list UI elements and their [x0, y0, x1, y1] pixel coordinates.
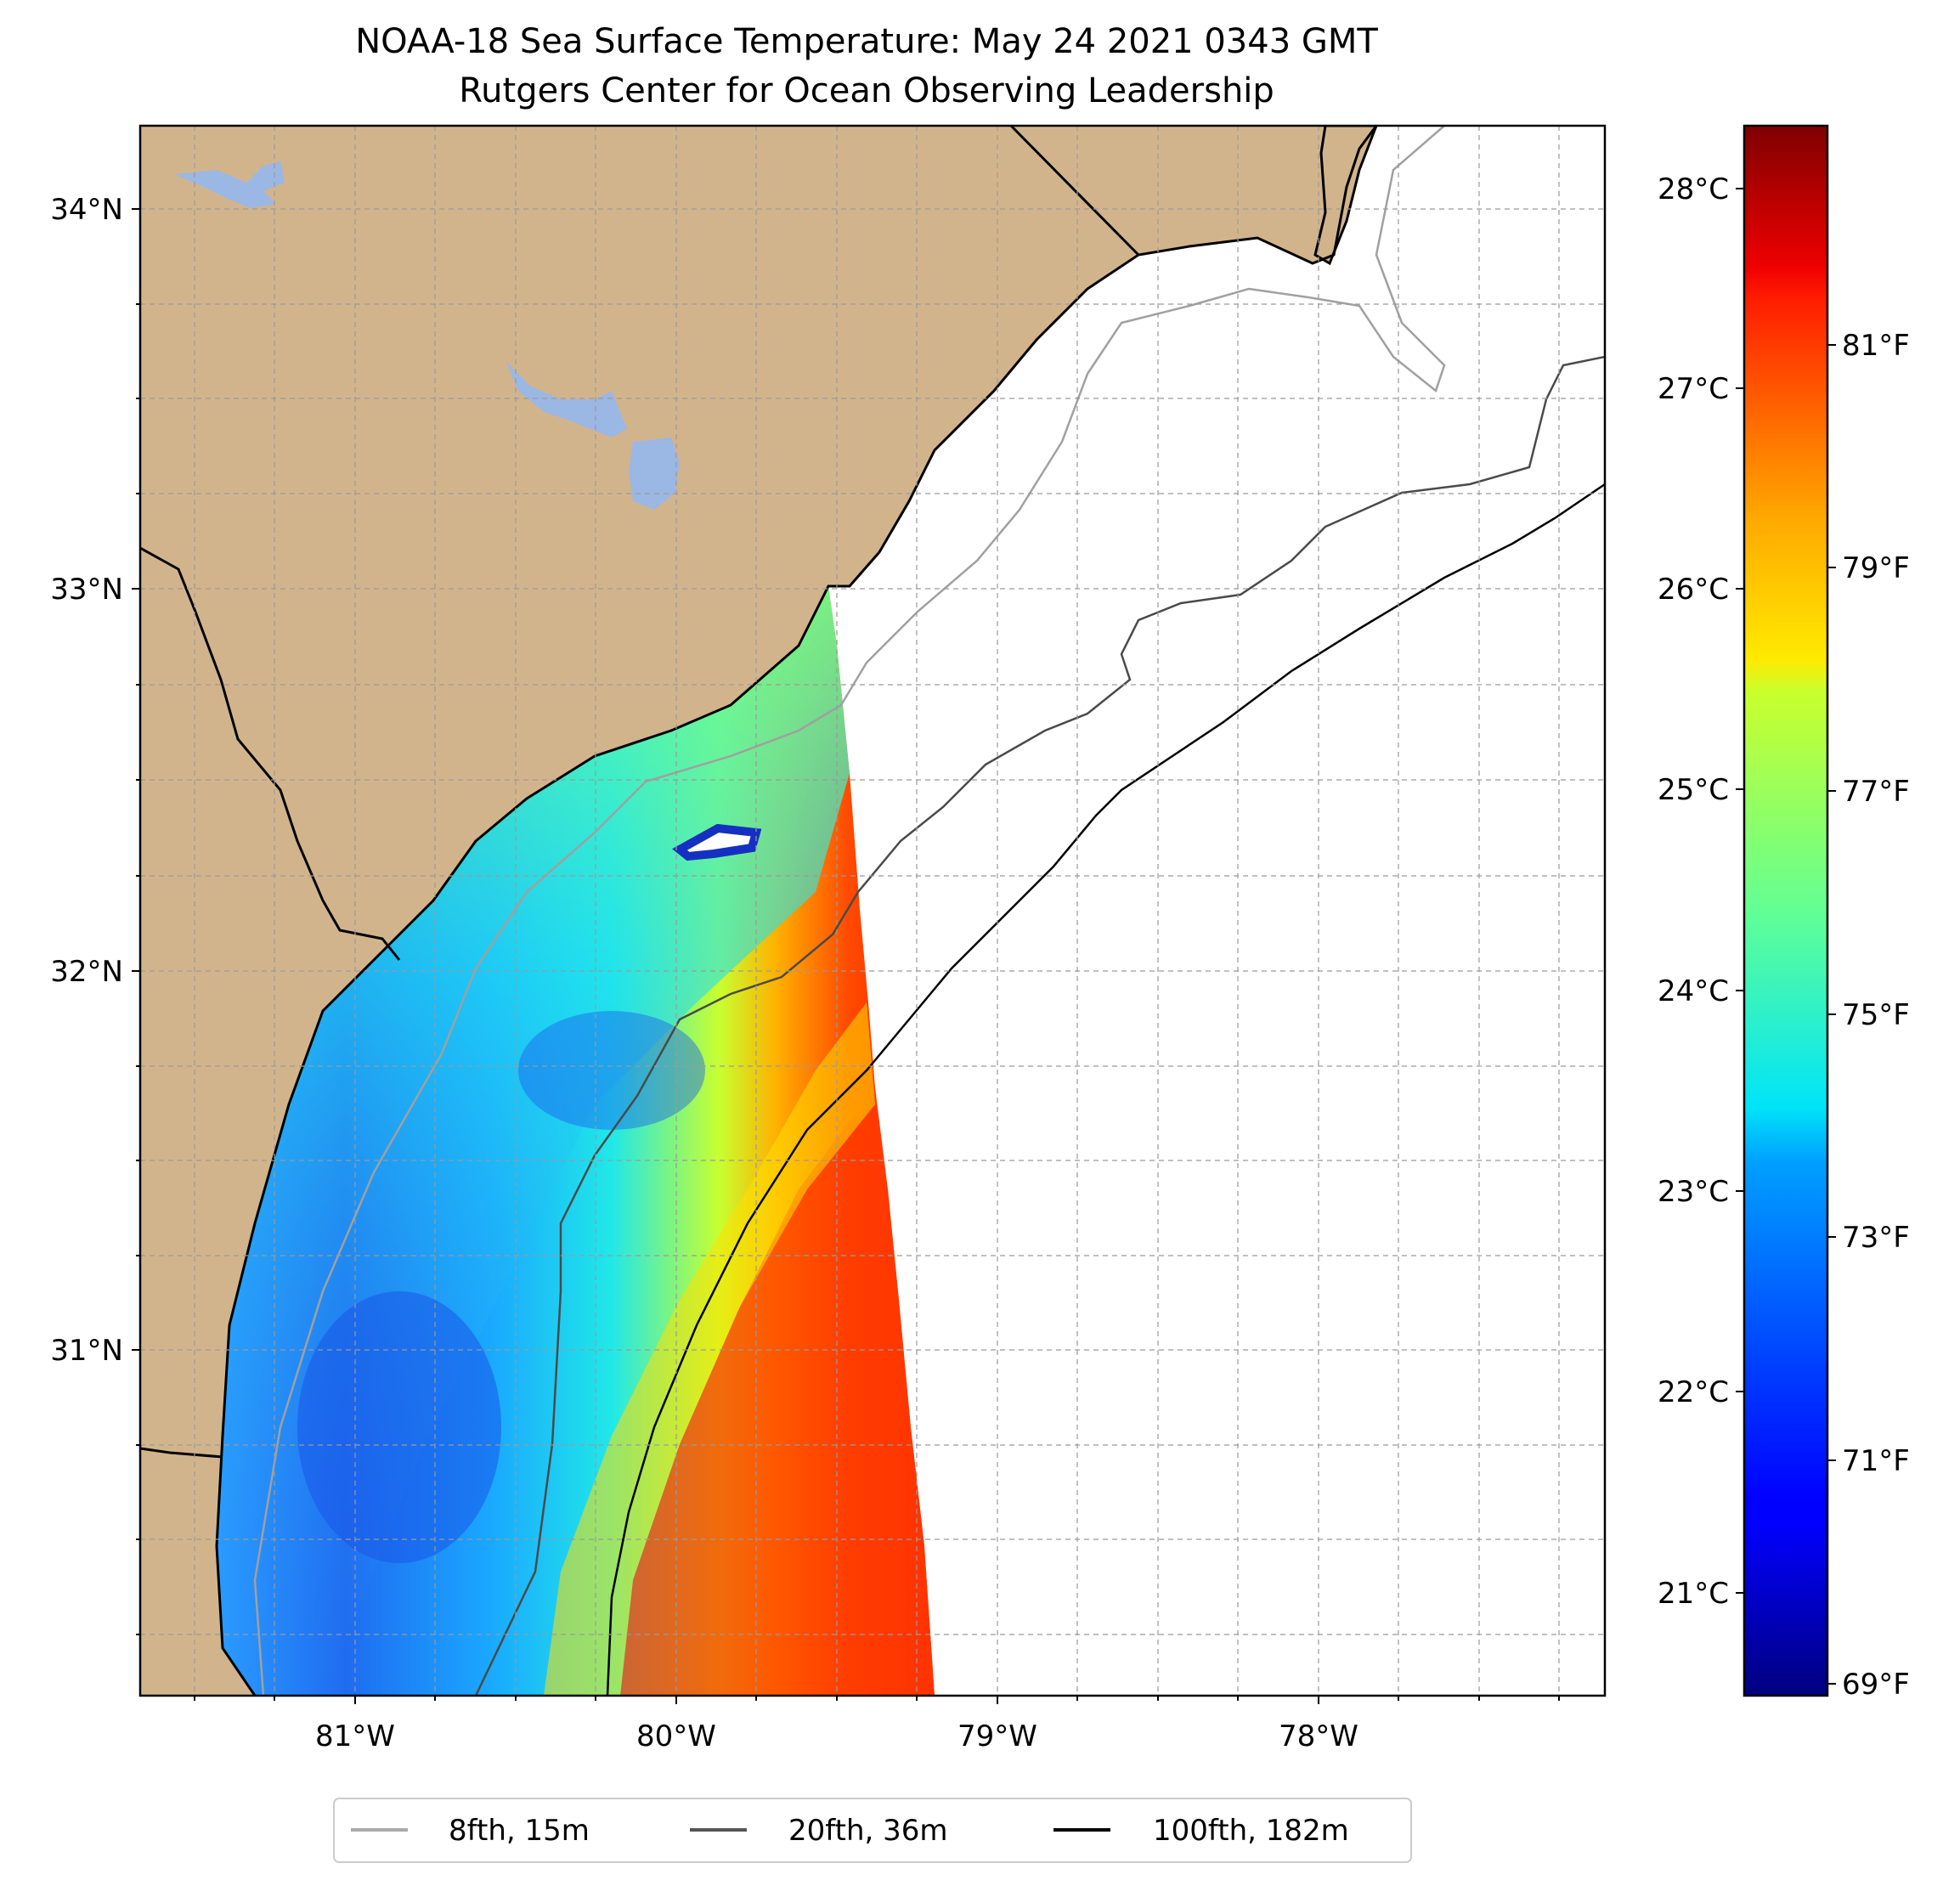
axis-ticks: [132, 208, 1560, 1704]
colorbar-c-label: 23°C: [1658, 1175, 1729, 1209]
sst-cold-patch: [297, 1291, 501, 1563]
colorbar-c-label: 27°C: [1658, 372, 1729, 406]
coastline: [215, 126, 1378, 1696]
colorbar-f-label: 73°F: [1842, 1221, 1910, 1255]
lake-marion: [506, 361, 627, 438]
legend-box: [333, 1798, 1412, 1863]
isobath-20fth: [474, 355, 1605, 1696]
colorbar-c-label: 26°C: [1658, 573, 1729, 607]
colorbar-f-label: 81°F: [1842, 329, 1910, 363]
lat-label-31n: 31°N: [50, 1334, 123, 1368]
state-border-nc-sc: [1009, 126, 1140, 257]
lon-label-80w: 80°W: [636, 1719, 716, 1753]
colorbar: [1743, 124, 1829, 1697]
state-border: [140, 546, 401, 961]
lat-label-32n: 32°N: [50, 955, 123, 989]
title-line-2: Rutgers Center for Ocean Observing Leade…: [459, 71, 1274, 110]
isobath-100fth: [606, 483, 1605, 1696]
colorbar-f-label: 79°F: [1842, 551, 1910, 585]
lat-label-34n: 34°N: [50, 193, 123, 227]
lake-moultrie: [629, 438, 680, 510]
gridlines: [140, 126, 1605, 1696]
lake-north: [174, 161, 285, 208]
sst-cold-patch: [518, 1011, 705, 1130]
state-border-ga-fl: [140, 1447, 223, 1459]
sst-warm-core: [620, 1104, 935, 1696]
colorbar-f-label: 69°F: [1842, 1668, 1910, 1702]
colorbar-c-label: 21°C: [1658, 1577, 1729, 1611]
map-panel[interactable]: [140, 126, 1605, 1696]
colorbar-c-label: 24°C: [1658, 974, 1729, 1008]
land: [140, 126, 1376, 1696]
colorbar-f-label: 77°F: [1842, 775, 1910, 809]
lon-label-79w: 79°W: [957, 1719, 1037, 1753]
colorbar-f-label: 75°F: [1842, 998, 1910, 1032]
sst-cloud-gap: [672, 823, 762, 861]
map-frame: [138, 124, 1607, 1697]
legend-label-100fth: 100fth, 182m: [1153, 1814, 1349, 1848]
lon-label-78w: 78°W: [1279, 1719, 1358, 1753]
title-line-1: NOAA-18 Sea Surface Temperature: May 24 …: [355, 22, 1378, 61]
colorbar-f-label: 71°F: [1842, 1444, 1910, 1478]
colorbar-c-label: 22°C: [1658, 1375, 1729, 1409]
colorbar-ticks: [1736, 188, 1836, 1685]
colorbar-c-label: 28°C: [1658, 172, 1729, 206]
isobath-8fth: [253, 126, 1446, 1696]
legend-label-20fth: 20fth, 36m: [788, 1814, 948, 1848]
lat-label-33n: 33°N: [50, 573, 123, 607]
lon-label-81w: 81°W: [315, 1719, 395, 1753]
colorbar-c-label: 25°C: [1658, 773, 1729, 807]
legend-label-8fth: 8fth, 15m: [449, 1814, 590, 1848]
legend: 8fth, 15m 20fth, 36m 100fth, 182m: [333, 1798, 1412, 1863]
